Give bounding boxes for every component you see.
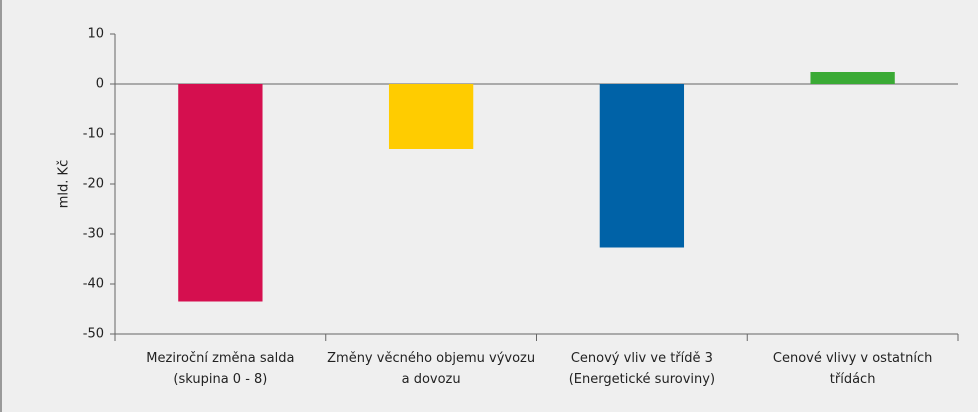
y-axis-label: mld. Kč [57, 160, 72, 208]
x-tick-label-line: (Energetické suroviny) [569, 372, 715, 387]
x-tick-label-line: třídách [830, 372, 876, 387]
x-tick-label: Změny věcného objemu vývozu a dovozu [327, 351, 535, 387]
x-tick-label-line: Cenové vlivy v ostatních [773, 351, 932, 366]
bar [810, 72, 895, 84]
x-tick-label-line: a dovozu [402, 372, 461, 387]
bar [599, 84, 685, 248]
x-tick-label: Cenový vliv ve třídě 3 (Energetické surov… [569, 351, 715, 387]
bar [178, 84, 263, 302]
bar [388, 84, 474, 149]
y-tick-label: -20 [83, 177, 104, 192]
y-tick-label: -40 [83, 277, 104, 292]
x-tick-label-line: Meziroční změna salda [146, 351, 294, 366]
x-tick-label-line: Cenový vliv ve třídě 3 [571, 351, 713, 366]
y-tick-label: -50 [83, 327, 104, 342]
x-tick-label-line: (skupina 0 - 8) [173, 372, 267, 387]
x-tick-label-line: Změny věcného objemu vývozu [327, 351, 535, 366]
y-tick-label: -30 [83, 227, 104, 242]
x-tick-label: Meziroční změna salda (skupina 0 - 8) [146, 351, 294, 387]
x-tick-label: Cenové vlivy v ostatních třídách [773, 351, 932, 387]
y-tick-label: -10 [83, 127, 104, 142]
left-border [0, 0, 2, 412]
y-tick-label: 0 [96, 77, 104, 92]
y-tick-label: 10 [87, 27, 104, 42]
